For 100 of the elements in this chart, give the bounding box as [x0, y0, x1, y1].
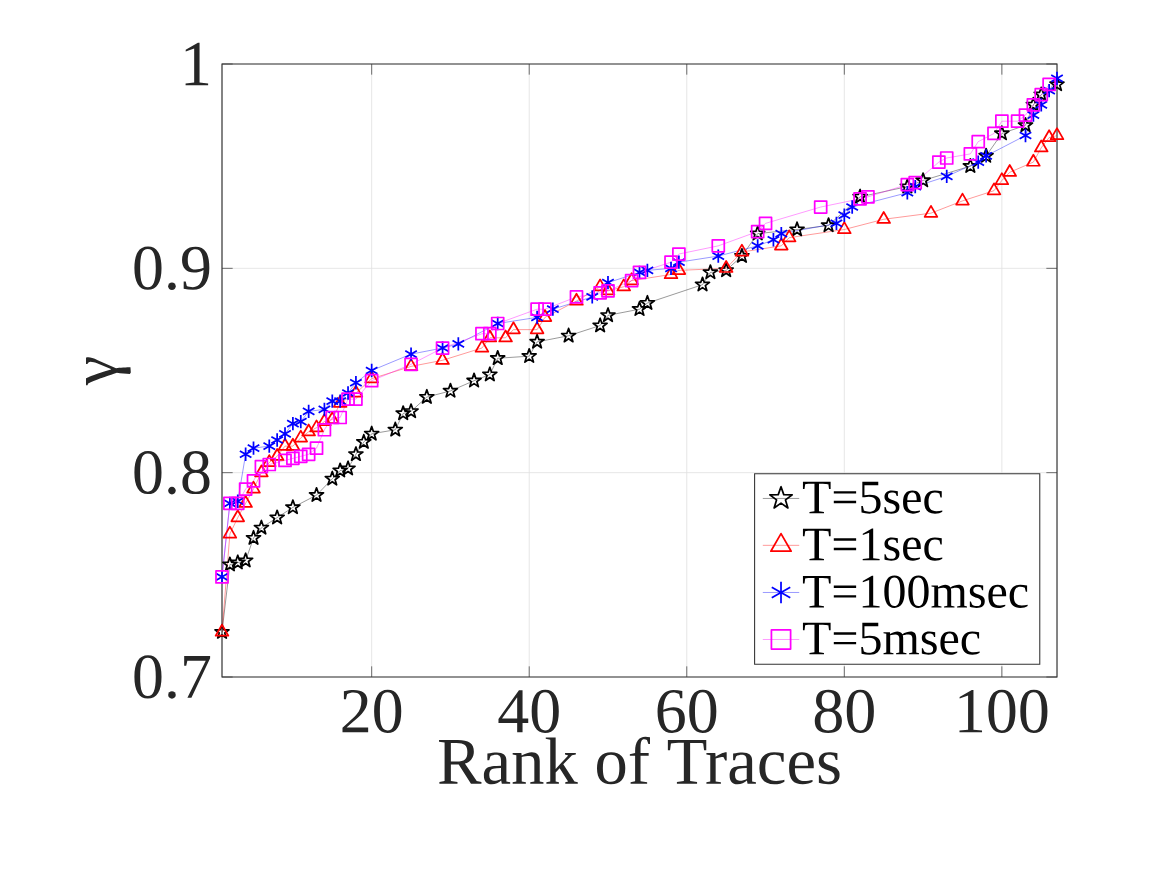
point	[845, 199, 859, 215]
point	[1042, 83, 1056, 99]
point	[986, 182, 1002, 196]
point	[269, 509, 285, 525]
point	[908, 175, 923, 190]
point	[286, 451, 300, 466]
point	[301, 447, 316, 462]
point	[774, 226, 788, 242]
point	[278, 426, 292, 442]
point	[324, 470, 341, 486]
point	[538, 302, 552, 317]
point	[364, 373, 379, 388]
point	[245, 529, 262, 545]
point	[994, 172, 1010, 186]
point	[301, 423, 316, 437]
point	[616, 278, 631, 292]
point	[363, 425, 380, 441]
point	[923, 204, 939, 218]
point	[702, 264, 719, 280]
x-tick-label: 80	[814, 689, 874, 733]
point	[229, 554, 246, 570]
x-tick-label: 60	[657, 689, 717, 733]
point	[466, 372, 482, 388]
point	[395, 405, 412, 421]
point	[481, 366, 498, 382]
point	[601, 275, 615, 291]
point	[530, 309, 544, 325]
point	[254, 464, 269, 478]
point	[900, 185, 914, 201]
point	[664, 255, 678, 270]
point	[286, 416, 300, 432]
point	[1018, 108, 1033, 122]
point	[498, 329, 513, 343]
point	[262, 454, 277, 467]
point	[309, 419, 324, 433]
point	[340, 460, 356, 476]
point	[246, 440, 261, 456]
legend-label: T=5msec	[802, 622, 980, 655]
point	[546, 301, 560, 317]
point	[711, 248, 725, 264]
point	[317, 401, 332, 417]
point	[664, 260, 678, 276]
legend-label: T=5sec	[802, 481, 943, 514]
point	[418, 388, 435, 404]
point	[963, 147, 978, 161]
point	[521, 347, 538, 363]
point	[837, 221, 852, 235]
point	[939, 151, 954, 165]
point	[325, 393, 339, 409]
point	[333, 410, 348, 425]
point	[694, 276, 711, 292]
point	[1026, 107, 1041, 123]
point	[293, 449, 308, 464]
point	[530, 302, 544, 317]
point	[308, 486, 325, 502]
point	[302, 403, 316, 419]
point	[876, 211, 891, 224]
point	[222, 556, 238, 572]
point	[489, 350, 506, 366]
point	[766, 232, 781, 248]
point	[277, 437, 293, 451]
point	[529, 333, 545, 349]
point	[262, 438, 276, 454]
point	[592, 317, 608, 333]
point	[451, 336, 465, 352]
point	[1042, 77, 1056, 92]
point	[474, 339, 490, 353]
point	[820, 217, 837, 233]
point	[349, 375, 363, 391]
point	[940, 168, 954, 184]
point	[734, 247, 750, 263]
point	[971, 134, 986, 149]
point	[758, 216, 773, 231]
point	[995, 114, 1009, 129]
point	[293, 429, 308, 443]
y-tick-label: 0.9	[134, 246, 210, 291]
y-tick-label: 1	[185, 42, 209, 86]
point	[317, 413, 332, 427]
point	[671, 262, 687, 275]
point	[309, 441, 324, 456]
point	[341, 385, 355, 401]
point	[278, 453, 292, 468]
point	[955, 192, 970, 206]
point	[631, 301, 648, 316]
point	[915, 172, 931, 188]
point	[253, 519, 270, 535]
point	[294, 414, 308, 430]
point	[355, 433, 372, 449]
point	[640, 262, 655, 278]
point	[971, 154, 985, 170]
point	[317, 422, 332, 437]
point	[1041, 129, 1057, 143]
point	[238, 482, 253, 496]
point	[222, 525, 238, 539]
x-axis-title: Rank of Traces	[438, 736, 840, 785]
point	[600, 307, 616, 323]
point	[781, 229, 797, 243]
point	[246, 480, 261, 494]
point	[1002, 164, 1017, 177]
point	[1017, 117, 1034, 133]
